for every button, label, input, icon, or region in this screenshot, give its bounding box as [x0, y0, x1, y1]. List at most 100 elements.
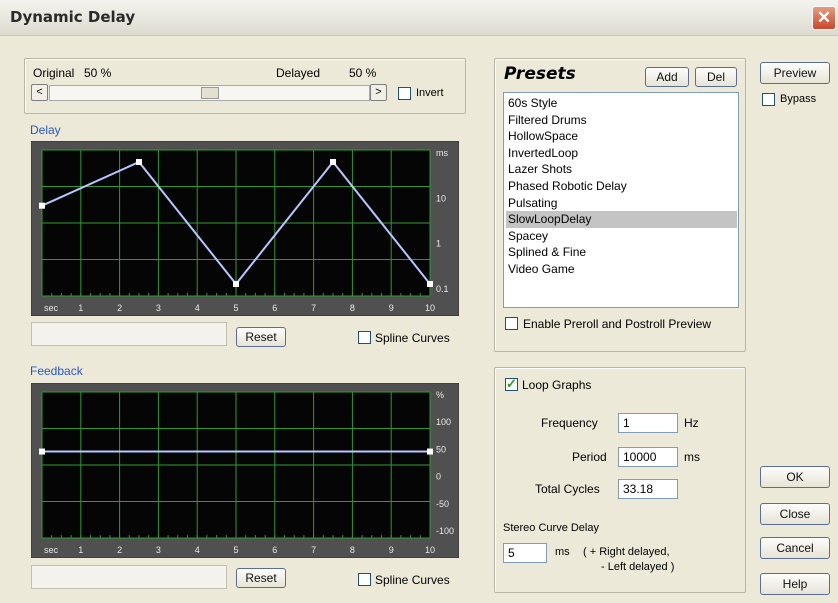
feedback-section-label: Feedback — [30, 364, 83, 378]
feedback-x-tick-label: 2 — [117, 545, 122, 555]
preset-item[interactable]: 60s Style — [506, 95, 737, 112]
feedback-envelope-point[interactable] — [427, 449, 433, 455]
delete-preset-button[interactable]: Del — [695, 67, 737, 87]
stereo-delay-field[interactable]: 5 — [503, 543, 547, 563]
delay-x-tick-label: 9 — [389, 303, 394, 313]
delay-envelope-point[interactable] — [427, 281, 433, 287]
delay-envelope-point[interactable] — [136, 159, 142, 165]
delay-graph[interactable]: sec 1 2 3 4 5 6 7 8 9 10 ms 10 1 0.1 — [31, 141, 459, 316]
preset-item[interactable]: Splined & Fine — [506, 244, 737, 261]
delay-spline-label: Spline Curves — [375, 331, 450, 345]
feedback-x-tick-label: 5 — [233, 545, 238, 555]
stereo-curve-delay-label: Stereo Curve Delay — [503, 522, 599, 534]
delay-x-tick-label: 4 — [195, 303, 200, 313]
preset-item[interactable]: InvertedLoop — [506, 145, 737, 162]
stereo-delay-unit: ms — [555, 546, 570, 558]
feedback-y-tick-label: % — [436, 390, 444, 400]
preset-item[interactable]: Spacey — [506, 228, 737, 245]
delay-reset-button[interactable]: Reset — [236, 327, 286, 347]
stereo-note-left: - Left delayed ) — [601, 561, 674, 573]
close-button[interactable]: Close — [760, 503, 830, 525]
feedback-readout — [31, 565, 227, 589]
delay-envelope-point[interactable] — [330, 159, 336, 165]
preset-item[interactable]: Filtered Drums — [506, 112, 737, 129]
mix-slider-left-button[interactable]: < — [31, 84, 48, 101]
close-icon[interactable]: ✕ — [812, 6, 836, 30]
preset-item[interactable]: Lazer Shots — [506, 161, 737, 178]
mix-slider-track[interactable] — [49, 85, 370, 101]
feedback-x-tick-label: 9 — [389, 545, 394, 555]
delay-y-tick-label: 0.1 — [436, 284, 449, 294]
delay-x-tick-label: 5 — [233, 303, 238, 313]
feedback-y-tick-label: 0 — [436, 472, 441, 482]
total-cycles-label: Total Cycles — [535, 482, 600, 496]
delayed-label: Delayed — [276, 66, 320, 80]
preset-item[interactable]: HollowSpace — [506, 128, 737, 145]
feedback-x-tick-label: 7 — [311, 545, 316, 555]
presets-list[interactable]: 60s Style Filtered Drums HollowSpace Invert… — [503, 92, 739, 308]
delay-envelope-point[interactable] — [233, 281, 239, 287]
frequency-label: Frequency — [541, 416, 598, 430]
feedback-graph-canvas[interactable]: sec 1 2 3 4 5 6 7 8 9 10% 100 50 0 -50 -100 — [32, 384, 460, 559]
feedback-spline-checkbox[interactable] — [358, 573, 371, 586]
original-value: 50 % — [84, 66, 111, 80]
feedback-x-tick-label: 10 — [425, 545, 435, 555]
feedback-x-tick-label: 8 — [350, 545, 355, 555]
bypass-label: Bypass — [780, 93, 816, 105]
delay-x-tick-label: sec — [44, 303, 59, 313]
ok-button[interactable]: OK — [760, 466, 830, 488]
delay-spline-checkbox[interactable] — [358, 331, 371, 344]
feedback-reset-button[interactable]: Reset — [236, 568, 286, 588]
help-button[interactable]: Help — [760, 573, 830, 595]
feedback-x-tick-label: 1 — [78, 545, 83, 555]
invert-checkbox[interactable] — [398, 87, 411, 100]
mix-slider-right-button[interactable]: > — [370, 84, 387, 101]
period-unit: ms — [684, 450, 700, 464]
total-cycles-field[interactable]: 33.18 — [618, 479, 678, 499]
feedback-spline-label: Spline Curves — [375, 573, 450, 587]
window-title: Dynamic Delay — [10, 8, 135, 26]
feedback-graph[interactable]: sec 1 2 3 4 5 6 7 8 9 10% 100 50 0 -50 -100 — [31, 383, 459, 558]
delay-x-tick-label: 6 — [272, 303, 277, 313]
feedback-y-tick-label: 100 — [436, 417, 451, 427]
delayed-value: 50 % — [349, 66, 376, 80]
delay-x-tick-label: 8 — [350, 303, 355, 313]
frequency-unit: Hz — [684, 416, 699, 430]
feedback-x-tick-label: sec — [44, 545, 59, 555]
delay-x-tick-label: 10 — [425, 303, 435, 313]
feedback-y-tick-label: 50 — [436, 444, 446, 454]
preview-button[interactable]: Preview — [760, 62, 830, 84]
delay-x-tick-label: 2 — [117, 303, 122, 313]
preset-item[interactable]: Video Game — [506, 261, 737, 278]
delay-envelope-point[interactable] — [39, 203, 45, 209]
feedback-y-tick-label: -100 — [436, 526, 454, 536]
bypass-checkbox[interactable] — [762, 93, 775, 106]
title-bar: Dynamic Delay ✕ — [0, 0, 838, 36]
frequency-field[interactable]: 1 — [618, 413, 678, 433]
preset-item[interactable]: SlowLoopDelay — [506, 211, 737, 228]
preset-item[interactable]: Phased Robotic Delay — [506, 178, 737, 195]
preroll-label: Enable Preroll and Postroll Preview — [523, 317, 711, 331]
delay-section-label: Delay — [30, 123, 61, 137]
delay-y-tick-label: 10 — [436, 193, 446, 203]
original-label: Original — [33, 66, 74, 80]
feedback-x-tick-label: 3 — [156, 545, 161, 555]
mix-slider-thumb[interactable] — [201, 87, 219, 99]
delay-x-tick-label: 7 — [311, 303, 316, 313]
feedback-envelope-point[interactable] — [39, 449, 45, 455]
delay-x-tick-label: 1 — [78, 303, 83, 313]
add-preset-button[interactable]: Add — [645, 67, 689, 87]
loop-graphs-checkbox[interactable] — [505, 378, 518, 391]
feedback-x-tick-label: 6 — [272, 545, 277, 555]
presets-title: Presets — [504, 64, 576, 84]
feedback-x-tick-label: 4 — [195, 545, 200, 555]
period-field[interactable]: 10000 — [618, 447, 678, 467]
preroll-checkbox[interactable] — [505, 317, 518, 330]
cancel-button[interactable]: Cancel — [760, 537, 830, 559]
delay-y-tick-label: ms — [436, 148, 448, 158]
feedback-y-tick-label: -50 — [436, 499, 449, 509]
preset-item[interactable]: Pulsating — [506, 195, 737, 212]
delay-x-tick-label: 3 — [156, 303, 161, 313]
delay-graph-canvas[interactable]: sec 1 2 3 4 5 6 7 8 9 10 ms 10 1 0.1 — [32, 142, 460, 317]
